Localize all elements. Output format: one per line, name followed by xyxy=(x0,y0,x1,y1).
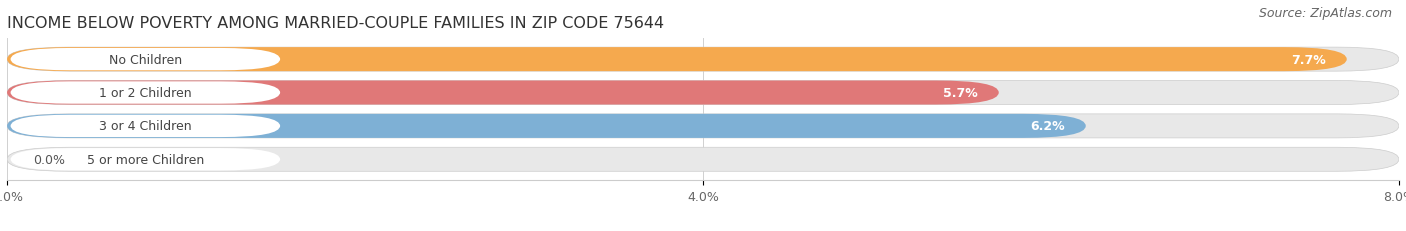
FancyBboxPatch shape xyxy=(7,48,1347,72)
Text: INCOME BELOW POVERTY AMONG MARRIED-COUPLE FAMILIES IN ZIP CODE 75644: INCOME BELOW POVERTY AMONG MARRIED-COUPL… xyxy=(7,16,664,31)
Text: 1 or 2 Children: 1 or 2 Children xyxy=(98,87,191,100)
FancyBboxPatch shape xyxy=(7,81,1399,105)
FancyBboxPatch shape xyxy=(7,148,1399,172)
FancyBboxPatch shape xyxy=(7,114,1085,138)
FancyBboxPatch shape xyxy=(7,81,998,105)
Text: 0.0%: 0.0% xyxy=(34,153,65,166)
Text: 5.7%: 5.7% xyxy=(943,87,979,100)
Text: 6.2%: 6.2% xyxy=(1031,120,1064,133)
FancyBboxPatch shape xyxy=(10,49,280,71)
FancyBboxPatch shape xyxy=(10,82,280,104)
Text: No Children: No Children xyxy=(108,53,181,66)
FancyBboxPatch shape xyxy=(10,115,280,137)
Text: Source: ZipAtlas.com: Source: ZipAtlas.com xyxy=(1258,7,1392,20)
Text: 7.7%: 7.7% xyxy=(1291,53,1326,66)
Text: 3 or 4 Children: 3 or 4 Children xyxy=(98,120,191,133)
Text: 5 or more Children: 5 or more Children xyxy=(87,153,204,166)
FancyBboxPatch shape xyxy=(7,114,1399,138)
FancyBboxPatch shape xyxy=(10,149,280,171)
FancyBboxPatch shape xyxy=(7,48,1399,72)
